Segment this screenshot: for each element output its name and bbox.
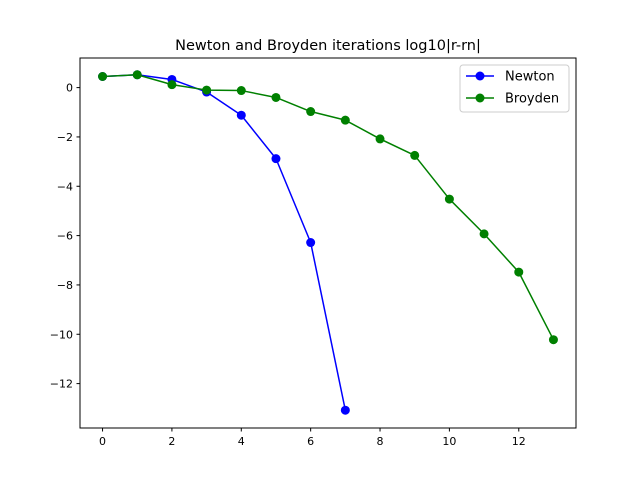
y-tick-label: −10 <box>50 328 73 341</box>
legend-label-broyden: Broyden <box>505 92 559 107</box>
data-point-newton <box>236 110 246 120</box>
chart-title: Newton and Broyden iterations log10|r-rn… <box>175 38 481 54</box>
data-point-broyden <box>548 335 558 345</box>
x-tick-label: 2 <box>168 435 175 448</box>
data-point-newton <box>271 154 281 164</box>
legend-marker-newton <box>475 71 485 81</box>
y-tick-label: −8 <box>57 279 73 292</box>
data-point-broyden <box>236 86 246 96</box>
x-tick-label: 6 <box>307 435 314 448</box>
data-point-broyden <box>271 92 281 102</box>
x-tick-label: 4 <box>238 435 245 448</box>
series-line-newton <box>102 74 347 411</box>
data-point-broyden <box>167 80 177 90</box>
data-point-broyden <box>410 150 420 160</box>
data-point-broyden <box>375 134 385 144</box>
axes-frame <box>79 57 577 429</box>
data-point-broyden <box>306 107 316 117</box>
plot-area <box>98 70 558 415</box>
y-tick-label: −12 <box>50 378 73 391</box>
series-line-broyden <box>102 74 555 341</box>
legend-marker-broyden <box>475 93 485 103</box>
x-tick-label: 10 <box>442 435 456 448</box>
data-point-broyden <box>202 85 212 95</box>
data-point-newton <box>306 238 316 248</box>
data-point-broyden <box>132 70 142 80</box>
x-tick-label: 12 <box>512 435 526 448</box>
data-point-broyden <box>98 72 108 81</box>
data-point-broyden <box>340 115 350 125</box>
data-point-broyden <box>514 267 524 277</box>
y-tick-label: 0 <box>66 82 73 95</box>
x-tick-label: 8 <box>377 435 384 448</box>
y-tick-label: −4 <box>57 180 73 193</box>
legend: Newton Broyden <box>459 64 570 113</box>
data-point-newton <box>340 405 350 415</box>
legend-label-newton: Newton <box>505 70 555 85</box>
x-tick-label: 0 <box>99 435 106 448</box>
data-point-broyden <box>479 229 489 239</box>
data-point-broyden <box>444 194 454 204</box>
y-tick-label: −2 <box>57 131 73 144</box>
x-axis: 0 2 4 6 8 10 12 <box>99 428 526 448</box>
y-axis: 0 −2 −4 −6 −8 −10 −12 <box>50 82 80 391</box>
y-tick-label: −6 <box>57 230 73 243</box>
